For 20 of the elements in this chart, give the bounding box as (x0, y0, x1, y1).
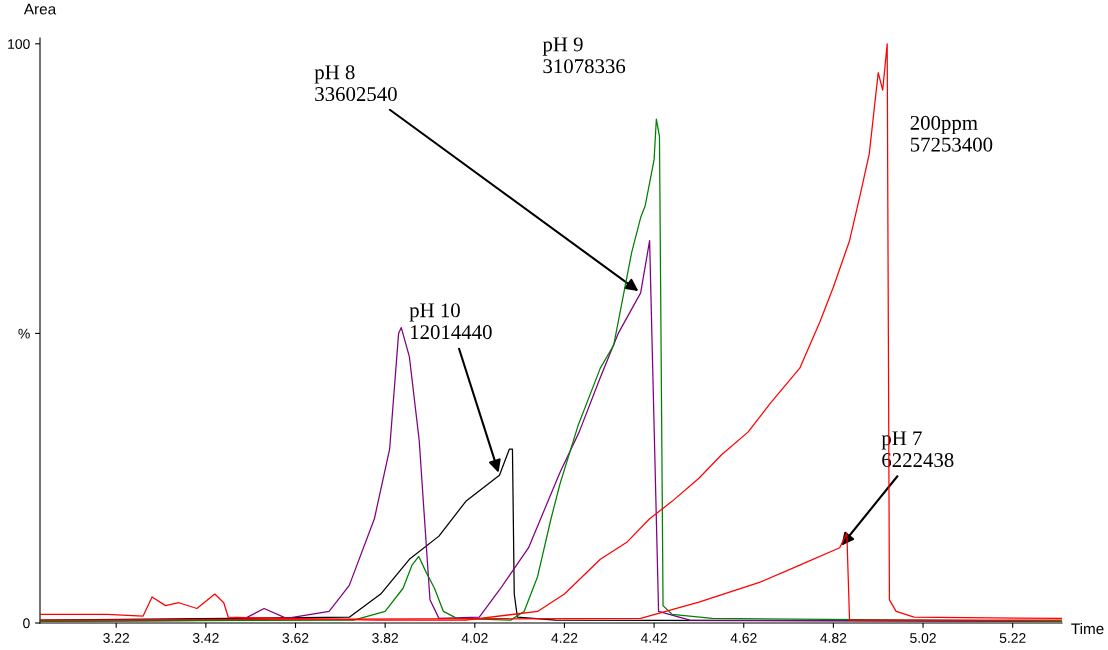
x-axis-title: Time (1071, 623, 1104, 635)
annotation: 200ppm 57253400 (910, 115, 993, 152)
x-tick-label: 5.02 (910, 633, 936, 643)
x-tick-label: 3.62 (282, 633, 309, 643)
y-tick-label: 0 (23, 618, 30, 629)
y-axis-title: Area (23, 3, 57, 15)
y-tick-label: % (18, 328, 30, 339)
x-tick-label: 3.82 (372, 633, 398, 643)
x-tick-label: 4.82 (820, 633, 847, 643)
annotation: pH 10 12014440 (409, 303, 492, 340)
x-tick-label: 4.02 (461, 633, 488, 643)
x-tick-label: 3.22 (103, 633, 130, 643)
x-tick-label: 4.42 (640, 633, 667, 643)
x-tick-label: 5.22 (999, 633, 1026, 643)
annotation: pH 9 31078336 (542, 37, 626, 74)
annotation: pH 8 33602540 (314, 65, 397, 102)
x-tick-label: 3.42 (192, 633, 219, 643)
x-tick-label: 4.62 (730, 633, 757, 643)
y-tick-label: 100 (8, 39, 30, 49)
x-tick-label: 4.22 (551, 633, 578, 643)
